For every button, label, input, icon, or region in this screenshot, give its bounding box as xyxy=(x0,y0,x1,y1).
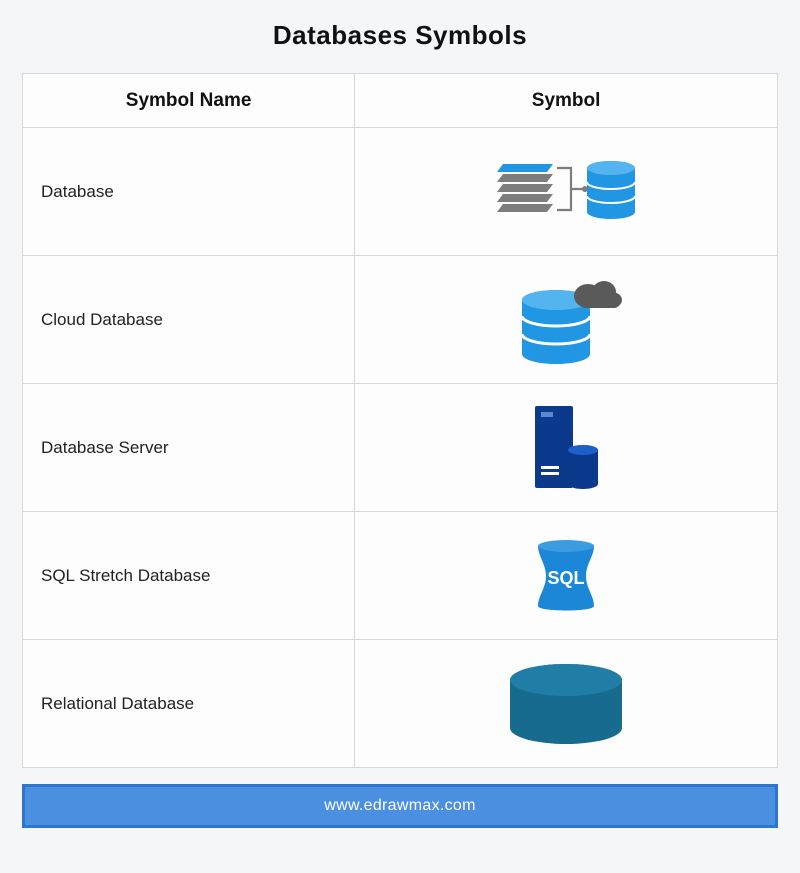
symbol-cell xyxy=(355,640,778,768)
database-server-icon xyxy=(521,400,611,496)
column-header-symbol: Symbol xyxy=(355,74,778,128)
table-header-row: Symbol Name Symbol xyxy=(23,74,778,128)
symbol-cell: SQL xyxy=(355,512,778,640)
table-row: Cloud Database xyxy=(23,256,778,384)
symbol-cell xyxy=(355,128,778,256)
footer-bar: www.edrawmax.com xyxy=(22,784,778,828)
table-row: Relational Database xyxy=(23,640,778,768)
symbol-name: Database xyxy=(23,128,355,256)
symbol-cell xyxy=(355,256,778,384)
sql-label: SQL xyxy=(548,568,585,588)
cloud-database-icon xyxy=(506,270,626,370)
symbols-table: Symbol Name Symbol Database xyxy=(22,73,778,768)
symbol-name: SQL Stretch Database xyxy=(23,512,355,640)
table-row: Database xyxy=(23,128,778,256)
table-row: Database Server xyxy=(23,384,778,512)
symbol-name: Database Server xyxy=(23,384,355,512)
symbol-name: Relational Database xyxy=(23,640,355,768)
column-header-name: Symbol Name xyxy=(23,74,355,128)
footer-text: www.edrawmax.com xyxy=(324,797,476,815)
sql-stretch-icon: SQL xyxy=(526,534,606,618)
page-title: Databases Symbols xyxy=(22,20,778,51)
database-icon xyxy=(491,150,641,234)
symbol-cell xyxy=(355,384,778,512)
relational-database-icon xyxy=(501,660,631,748)
symbol-name: Cloud Database xyxy=(23,256,355,384)
table-row: SQL Stretch Database SQL xyxy=(23,512,778,640)
